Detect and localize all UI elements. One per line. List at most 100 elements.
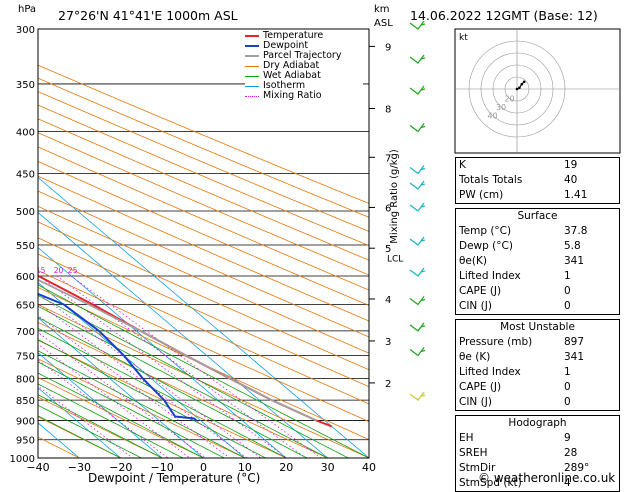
isotherm-line — [38, 317, 204, 458]
most-unstable-indices: Most Unstable Pressure (mb) 897 θe (K) 341 L… — [455, 319, 620, 411]
pressure-tick-label: 900 — [16, 416, 35, 427]
dry-adiabat-line — [38, 190, 369, 338]
index-value: 341 — [564, 351, 585, 363]
indices-panel: K 19 Totals Totals 40 PW (cm) 1.41 Surface Te… — [455, 157, 620, 492]
km-tick-label: 6 — [385, 203, 391, 214]
legend-swatch — [245, 75, 259, 77]
index-value: 341 — [564, 255, 585, 267]
pressure-tick-label: 600 — [16, 272, 35, 283]
dry-adiabat-line — [38, 132, 369, 276]
mixing-ratio-line — [38, 302, 248, 458]
legend: Temperature Dewpoint Parcel Trajectory Dry … — [245, 31, 363, 101]
pressure-tick-label: 300 — [16, 25, 35, 36]
wet-adiabat-line — [38, 316, 308, 458]
index-label: CAPE (J) — [459, 285, 502, 297]
mixing-ratio-label: 25 — [68, 266, 78, 275]
dry-adiabat-line — [38, 253, 369, 405]
datetime-title: 14.06.2022 12GMT (Base: 12) — [410, 8, 598, 23]
km-tick-label: 7 — [385, 153, 391, 164]
pressure-tick-label: 450 — [16, 169, 35, 180]
dry-adiabat-line — [38, 64, 369, 204]
index-label: CIN (J) — [459, 396, 492, 408]
dry-adiabat-line — [38, 436, 80, 458]
wet-adiabat-line — [38, 383, 183, 458]
legend-swatch — [245, 65, 259, 67]
pressure-tick-label: 750 — [16, 351, 35, 362]
mixing-ratio-label: 20 — [54, 266, 64, 275]
index-value: 897 — [564, 336, 585, 348]
km-tick-label: 2 — [385, 379, 391, 390]
hodograph-point — [520, 82, 524, 86]
legend-swatch — [245, 55, 259, 57]
location-title: 27°26'N 41°41'E 1000m ASL — [58, 8, 238, 23]
wind-barb-icon — [409, 123, 426, 133]
temperature-tick-label: −20 — [109, 461, 132, 474]
temperature-tick-label: −40 — [26, 461, 49, 474]
wet-adiabat-line — [38, 339, 266, 458]
parcel-trajectory-line — [38, 278, 317, 422]
isotherm-line — [38, 176, 369, 458]
wind-barb-icon — [409, 391, 426, 402]
asl-label: ASL — [374, 18, 393, 29]
index-label: CAPE (J) — [459, 381, 502, 393]
legend-swatch — [245, 45, 259, 47]
axes: 3003504004505005506006507007508008509009… — [10, 25, 404, 474]
legend-item: Dry Adiabat — [245, 61, 363, 71]
legend-label: Temperature — [263, 30, 324, 41]
dry-adiabat-line — [38, 91, 369, 232]
index-label: θe (K) — [459, 351, 491, 363]
dry-adiabat-line — [38, 377, 204, 458]
hodograph-ring — [480, 52, 554, 126]
dry-adiabat-line — [38, 358, 246, 458]
hodograph-ring-label: 20 — [504, 95, 514, 104]
index-value: 9 — [564, 432, 571, 444]
index-row: Lifted Index 1 — [456, 365, 619, 380]
wind-barb-icon — [409, 165, 426, 175]
index-value: 37.8 — [564, 225, 588, 237]
index-label: K — [459, 159, 466, 171]
mixing-ratio-line — [38, 275, 288, 458]
index-value: 5.8 — [564, 240, 581, 252]
wind-barb-icon — [409, 180, 426, 190]
pressure-tick-label: 550 — [16, 241, 35, 252]
lcl-label: LCL — [387, 255, 403, 265]
hodograph-title: Hodograph — [508, 417, 567, 429]
pressure-tick-label: 1000 — [10, 454, 35, 465]
legend-item: Isotherm — [245, 81, 363, 91]
temperature-tick-label: 40 — [362, 461, 376, 474]
legend-label: Mixing Ratio — [263, 90, 322, 101]
index-value: 40 — [564, 174, 578, 186]
wind-barbs — [409, 20, 426, 402]
index-value: 1 — [564, 270, 571, 282]
pressure-tick-label: 800 — [16, 374, 35, 385]
pressure-tick-label: 700 — [16, 327, 35, 338]
index-value: 19 — [564, 159, 578, 171]
km-tick-label: 3 — [385, 337, 391, 348]
pressure-tick-label: 500 — [16, 207, 35, 218]
legend-label: Wet Adiabat — [263, 70, 321, 81]
temperature-tick-label: 30 — [321, 461, 335, 474]
legend-item: Temperature — [245, 31, 363, 41]
km-label: km — [374, 4, 390, 15]
index-row: StmSpd (kt) 4 — [456, 476, 619, 491]
wind-barb-icon — [409, 236, 426, 246]
wet-adiabat-line — [38, 394, 163, 458]
wet-adiabat-line — [38, 284, 369, 458]
dry-adiabat-line — [38, 77, 369, 218]
index-label: StmDir — [459, 462, 496, 474]
skewt-plot-area: 12346810152025 — [38, 29, 369, 458]
temperature-tick-label: 10 — [238, 461, 252, 474]
index-value: 0 — [564, 300, 571, 312]
legend-item: Wet Adiabat — [245, 71, 363, 81]
pressure-tick-label: 650 — [16, 301, 35, 312]
most-unstable-title: Most Unstable — [500, 321, 575, 333]
wind-barb-icon — [409, 322, 426, 332]
index-row: EH 9 — [456, 431, 619, 446]
index-value: 289° — [564, 462, 590, 474]
wind-barb-icon — [409, 54, 426, 64]
index-label: CIN (J) — [459, 300, 492, 312]
index-label: Dewp (°C) — [459, 240, 513, 252]
index-row: Dewp (°C) 5.8 — [456, 239, 619, 254]
mixing-ratio-line — [38, 292, 262, 458]
hodograph-trace — [516, 81, 525, 90]
